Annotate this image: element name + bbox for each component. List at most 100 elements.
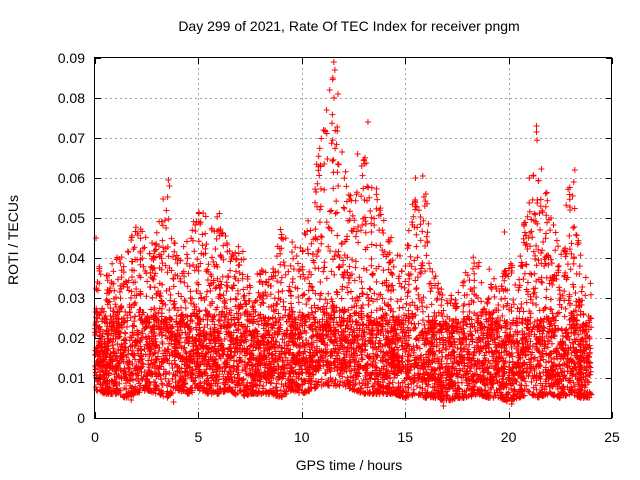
data-point [380, 230, 387, 237]
data-point [394, 252, 401, 259]
data-point [279, 287, 286, 294]
data-point [543, 212, 550, 219]
data-point [133, 286, 140, 293]
data-point [317, 292, 324, 299]
data-point [459, 279, 466, 286]
data-point [287, 288, 294, 295]
data-point [510, 301, 517, 308]
data-point [404, 293, 411, 300]
data-point [124, 248, 131, 255]
data-point [182, 305, 189, 312]
data-point [543, 286, 550, 293]
data-point [332, 145, 339, 152]
data-point [92, 384, 99, 391]
data-point [561, 288, 568, 295]
data-point [548, 260, 555, 267]
data-point [555, 263, 562, 270]
data-point [320, 268, 327, 275]
data-point [323, 275, 330, 282]
data-point [289, 239, 296, 246]
data-point [110, 268, 117, 275]
data-point [405, 389, 412, 396]
data-point [568, 240, 575, 247]
data-point [320, 381, 327, 388]
data-point [523, 382, 530, 389]
data-point [344, 289, 351, 296]
data-point [373, 205, 380, 212]
data-point [278, 274, 285, 281]
data-point [308, 240, 315, 247]
data-point [321, 160, 328, 167]
data-point [579, 284, 586, 291]
data-point [170, 275, 177, 282]
data-point [97, 271, 104, 278]
data-point [358, 305, 365, 312]
data-point [414, 306, 421, 313]
data-point [184, 255, 191, 262]
data-point [229, 285, 236, 292]
data-point [371, 215, 378, 222]
data-point [499, 313, 506, 320]
data-point [538, 385, 545, 392]
data-point [224, 283, 231, 290]
data-point [524, 246, 531, 253]
data-point [341, 175, 348, 182]
data-point [341, 368, 348, 375]
data-point [171, 298, 178, 305]
data-point [329, 256, 336, 263]
data-point [232, 249, 239, 256]
data-point [236, 270, 243, 277]
data-point [233, 268, 240, 275]
data-point [190, 218, 197, 225]
data-point [422, 242, 429, 249]
data-point [419, 228, 426, 235]
data-point [512, 281, 519, 288]
data-point [180, 243, 187, 250]
data-point [192, 221, 199, 228]
data-point [321, 259, 328, 266]
data-point [412, 206, 419, 213]
data-point [346, 208, 353, 215]
data-point [165, 216, 172, 223]
data-point [339, 286, 346, 293]
data-point [286, 283, 293, 290]
data-point [239, 271, 246, 278]
data-point [573, 232, 580, 239]
data-point [316, 172, 323, 179]
data-point [363, 266, 370, 273]
data-point [330, 156, 337, 163]
data-point [368, 255, 375, 262]
data-point [424, 229, 431, 236]
data-point [535, 257, 542, 264]
data-point [334, 169, 341, 176]
data-point [478, 313, 485, 320]
data-point [312, 226, 319, 233]
data-point [352, 264, 359, 271]
data-point [201, 297, 208, 304]
data-point [533, 386, 540, 393]
data-point [309, 287, 316, 294]
data-point [254, 270, 261, 277]
data-point [367, 208, 374, 215]
data-point [312, 308, 319, 315]
data-point [537, 203, 544, 210]
data-point [172, 379, 179, 386]
data-point [373, 191, 380, 198]
data-point [132, 299, 139, 306]
data-point [405, 384, 412, 391]
data-point [155, 243, 162, 250]
data-point [316, 145, 323, 152]
data-point [290, 266, 297, 273]
data-point [235, 290, 242, 297]
data-point [324, 156, 331, 163]
data-point [293, 381, 300, 388]
data-point [368, 214, 375, 221]
data-point [327, 208, 334, 215]
data-point [327, 247, 334, 254]
data-point [369, 271, 376, 278]
data-point [339, 148, 346, 155]
data-point [541, 256, 548, 263]
data-point [163, 207, 170, 214]
data-point [158, 380, 165, 387]
data-point [566, 196, 573, 203]
